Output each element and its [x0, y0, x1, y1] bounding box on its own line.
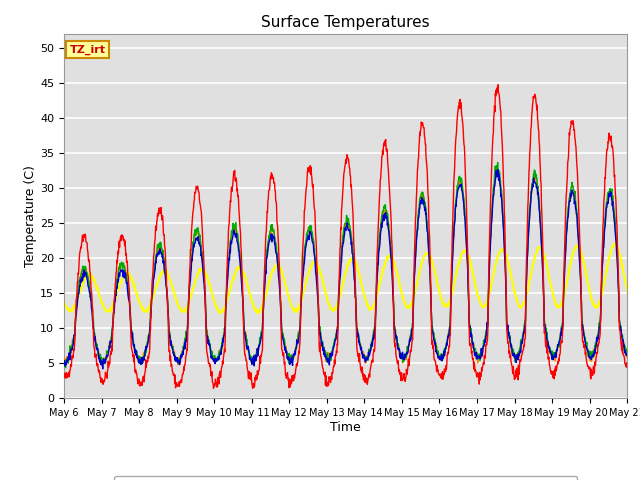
- X-axis label: Time: Time: [330, 421, 361, 434]
- Title: Surface Temperatures: Surface Temperatures: [261, 15, 430, 30]
- Text: TZ_irt: TZ_irt: [70, 45, 106, 55]
- Y-axis label: Temperature (C): Temperature (C): [24, 165, 37, 267]
- Legend: IRT Ground, IRT Canopy, Floor Tair, Tower TAir, TsoilD_2cm: IRT Ground, IRT Canopy, Floor Tair, Towe…: [115, 476, 577, 480]
